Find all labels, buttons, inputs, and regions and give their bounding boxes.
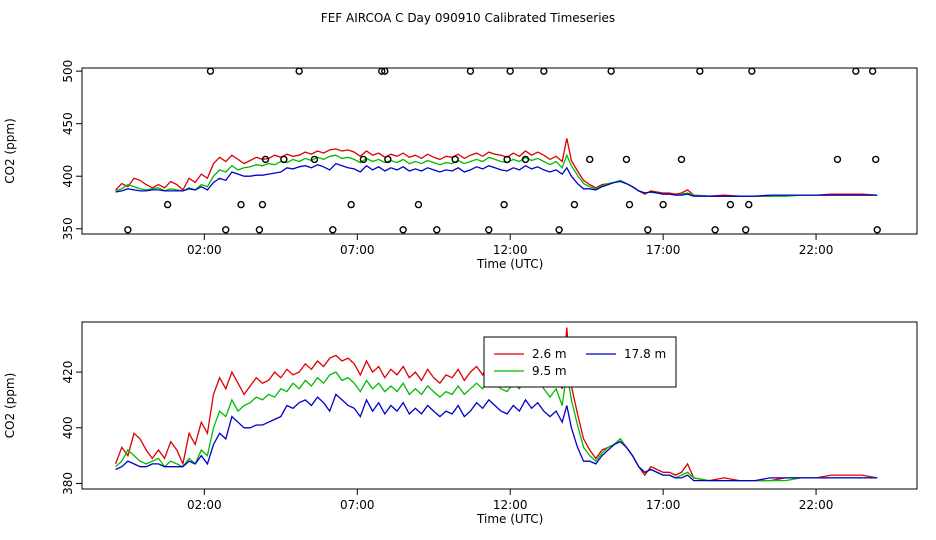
flask-sample-point: [586, 155, 594, 164]
x-tick-label: 07:00: [340, 243, 375, 257]
flask-sample-point: [414, 200, 423, 209]
flask-sample-point: [748, 67, 756, 75]
flask-sample-point: [378, 67, 386, 75]
flask-sample-point: [745, 200, 753, 209]
flask-sample-point: [399, 226, 407, 234]
flask-sample-point: [555, 226, 563, 234]
flask-sample-point: [872, 155, 880, 164]
flask-sample-point: [852, 67, 860, 75]
flask-sample-point: [466, 67, 475, 75]
flask-sample-point: [384, 155, 392, 164]
flask-sample-point: [622, 155, 631, 164]
x-tick-label: 17:00: [646, 243, 681, 257]
x-tick-label: 12:00: [493, 498, 528, 512]
flask-sample-point: [625, 200, 634, 209]
top-panel: 02:00 07:00 12:00 17:00 22:00 Time (UTC) 350 40…: [3, 60, 918, 271]
flask-sample-point: [329, 226, 337, 234]
flask-sample-point: [310, 155, 319, 164]
flask-sample-point: [124, 226, 132, 234]
series-line-17-8-m: [115, 393, 878, 482]
flask-sample-point: [659, 200, 667, 209]
flask-sample-point: [503, 155, 511, 164]
flask-sample-point: [237, 200, 245, 209]
series-line-2-6-m: [114, 327, 878, 482]
flask-sample-point: [570, 200, 579, 209]
flask-sample-point: [644, 226, 652, 234]
x-tick-label: 02:00: [187, 498, 222, 512]
flask-sample-point: [258, 200, 267, 209]
flask-sample-point: [506, 67, 514, 75]
flask-sample-point: [163, 200, 172, 209]
y-tick-label: 400: [61, 165, 75, 188]
x-tick-label: 17:00: [646, 498, 681, 512]
series-line-17-8-m: [115, 162, 878, 197]
flask-sample-point: [696, 67, 704, 75]
y-axis-label: CO2 (ppm): [3, 118, 17, 184]
flask-sample-point: [255, 226, 264, 234]
flask-sample-point: [451, 155, 459, 164]
flask-sample-point: [206, 67, 215, 75]
flask-sample-point: [347, 200, 355, 209]
flask-sample-point: [521, 155, 530, 164]
flask-sample-point: [868, 67, 877, 75]
flask-sample-point: [873, 226, 881, 234]
plot-frame: [81, 321, 918, 490]
flask-sample-point: [500, 200, 508, 209]
y-tick-label: 400: [61, 416, 75, 439]
y-tick-label: 450: [61, 112, 75, 135]
y-tick-label: 420: [61, 361, 75, 384]
flask-sample-point: [711, 226, 719, 234]
flask-sample-point: [485, 226, 493, 234]
x-axis-label: Time (UTC): [476, 512, 543, 526]
flask-sample-point: [540, 67, 548, 75]
bottom-panel: 02:00 07:00 12:00 17:00 22:00 Time (UTC) 380 40…: [3, 321, 918, 526]
flask-sample-point: [677, 155, 686, 164]
flask-sample-point: [726, 200, 735, 209]
series-line-2-6-m: [115, 138, 878, 197]
figure-title: FEF AIRCOA C Day 090910 Calibrated Times…: [321, 11, 615, 25]
plot-frame: [81, 67, 918, 235]
x-axis-label: Time (UTC): [476, 257, 543, 271]
flask-sample-point: [222, 226, 230, 234]
flask-sample-point: [381, 67, 389, 75]
legend-label: 17.8 m: [624, 347, 666, 361]
flask-sample-point: [359, 155, 368, 164]
plot-area: [115, 138, 878, 197]
x-tick-label: 07:00: [340, 498, 375, 512]
legend-label: 2.6 m: [532, 347, 567, 361]
y-tick-label: 380: [61, 472, 75, 495]
flask-sample-point: [742, 226, 750, 234]
y-tick-label: 350: [61, 217, 75, 240]
flask-sample-point: [607, 67, 615, 75]
legend-box: [483, 336, 677, 388]
x-tick-label: 22:00: [799, 498, 834, 512]
flask-sample-point: [833, 155, 842, 164]
flask-sample-point: [433, 226, 441, 234]
y-tick-label: 500: [61, 60, 75, 83]
flask-sample-point: [295, 67, 303, 75]
x-tick-label: 12:00: [493, 243, 528, 257]
x-tick-label: 22:00: [799, 243, 834, 257]
flask-sample-point: [280, 155, 288, 164]
flask-sample-point: [261, 155, 270, 164]
legend-label: 9.5 m: [532, 364, 567, 378]
x-tick-label: 02:00: [187, 243, 222, 257]
y-axis-label: CO2 (ppm): [3, 373, 17, 439]
plot-area: [114, 327, 878, 482]
